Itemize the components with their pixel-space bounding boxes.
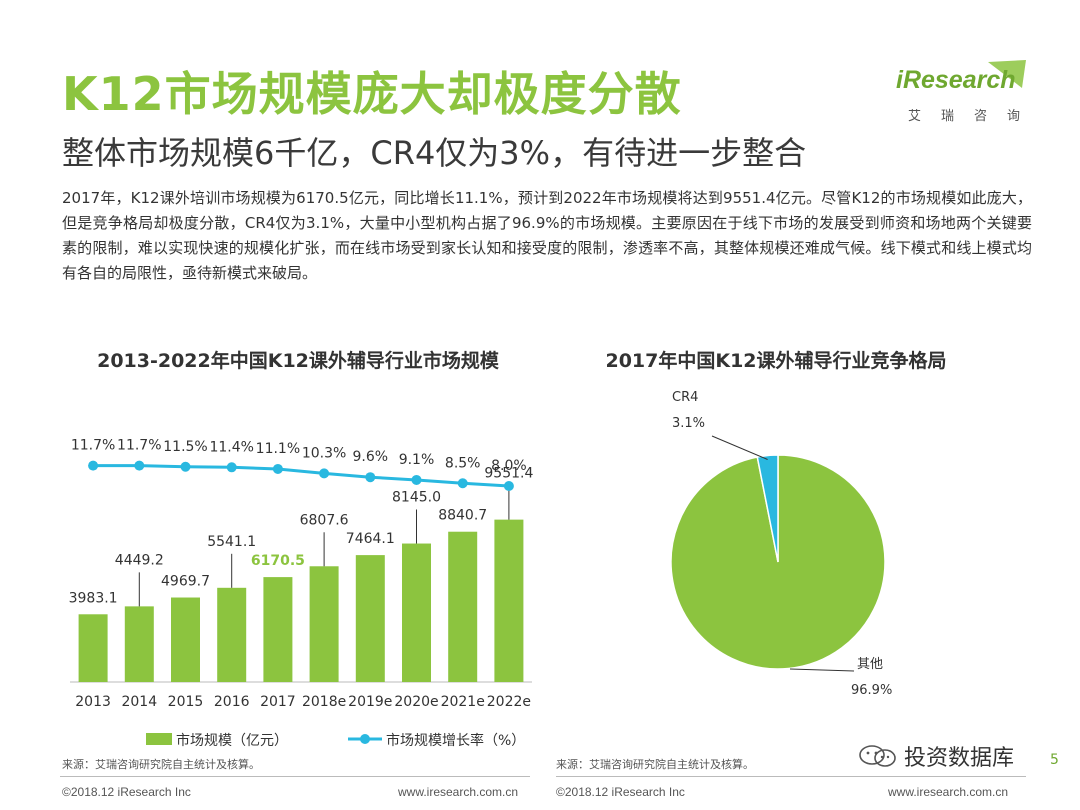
- rate-label-2020e: 9.1%: [399, 452, 435, 468]
- bar-2018e: [309, 566, 339, 682]
- pie-chart-title: 2017年中国K12课外辅导行业竞争格局: [605, 350, 947, 372]
- rate-point-2018e: [319, 468, 330, 479]
- x-tick-2014: 2014: [121, 694, 157, 710]
- rate-point-2016: [226, 462, 237, 473]
- bar-2017: [263, 577, 293, 682]
- legend-line-label: 市场规模增长率（%）: [386, 733, 526, 749]
- x-tick-2016: 2016: [214, 694, 250, 710]
- other-leader: [789, 668, 855, 672]
- wechat-icon: [859, 745, 896, 767]
- rate-label-2015: 11.5%: [163, 439, 207, 455]
- logo-sub: 艾瑞咨询: [908, 109, 1041, 124]
- bar-2022e: [494, 519, 524, 682]
- bar-value-2019e: 7464.1: [346, 531, 395, 547]
- bar-value-2017: 6170.5: [251, 553, 305, 569]
- bar-2016: [217, 587, 247, 682]
- wechat-account: 投资数据库: [904, 746, 1015, 771]
- growth-rate-line: [93, 464, 509, 488]
- bar-value-2016: 5541.1: [207, 534, 256, 550]
- rate-point-2022e: [503, 481, 514, 491]
- bar-2020e: [402, 543, 431, 682]
- url-left[interactable]: www.iresearch.com.cn: [398, 785, 519, 799]
- x-tick-2013: 2013: [75, 694, 111, 710]
- rate-label-2016: 11.4%: [209, 439, 253, 455]
- bar-value-2015: 4969.7: [161, 574, 210, 590]
- rate-point-2017: [272, 463, 283, 474]
- rate-label-2017: 11.1%: [256, 441, 300, 457]
- cr4-value: 3.1%: [672, 416, 705, 431]
- bar-value-2022e: 9551.4: [484, 466, 533, 482]
- x-tick-2020e: 2020e: [394, 694, 438, 710]
- page-title: K12市场规模庞大却极度分散: [62, 67, 682, 121]
- rate-label-2019e: 9.6%: [353, 449, 389, 465]
- rate-point-2015: [180, 461, 191, 472]
- rate-label-2021e: 8.5%: [445, 455, 481, 471]
- bar-value-2013: 3983.1: [69, 590, 118, 606]
- legend-bar-swatch: [146, 733, 172, 745]
- legend-bar-label: 市场规模（亿元）: [176, 733, 288, 749]
- bar-value-2018e: 6807.6: [300, 512, 349, 528]
- rate-label-2013: 11.7%: [71, 438, 115, 454]
- bar-chart-title: 2013-2022年中国K12课外辅导行业市场规模: [97, 350, 499, 372]
- copyright-right: ©2018.12 iResearch Inc: [556, 785, 685, 799]
- x-tick-2018e: 2018e: [302, 694, 346, 710]
- bar-value-2020e: 8145.0: [392, 490, 441, 506]
- other-value: 96.9%: [851, 683, 892, 698]
- page-subtitle: 整体市场规模6千亿，CR4仅为3%，有待进一步整合: [62, 134, 807, 172]
- page-number: 5: [1050, 752, 1059, 768]
- source-note-right: 来源：艾瑞咨询研究院自主统计及核算。: [556, 758, 754, 771]
- source-note-left: 来源：艾瑞咨询研究院自主统计及核算。: [62, 758, 260, 771]
- rate-point-2014: [134, 460, 145, 471]
- cr4-label: CR4: [672, 390, 698, 405]
- bar-2015: [171, 597, 200, 682]
- x-tick-2021e: 2021e: [441, 694, 485, 710]
- pie-slice-cr4: [756, 454, 779, 563]
- copyright-left: ©2018.12 iResearch Inc: [62, 785, 191, 799]
- rate-point-2020e: [411, 474, 422, 485]
- bar-2014: [124, 606, 154, 682]
- cr4-leader: [711, 435, 768, 460]
- x-tick-2019e: 2019e: [348, 694, 392, 710]
- rate-label-2022e: 8.0%: [491, 458, 527, 474]
- body-paragraph: 2017年，K12课外培训市场规模为6170.5亿元，同比增长11.1%，预计到…: [62, 189, 1032, 282]
- footer-divider-left: [60, 776, 530, 777]
- legend-line-swatch: [348, 734, 382, 744]
- footer-divider-right: [556, 776, 1026, 777]
- x-tick-2015: 2015: [168, 694, 204, 710]
- bar-2021e: [448, 531, 478, 682]
- pie-slice-other: [670, 454, 886, 670]
- iresearch-logo: [888, 60, 1026, 98]
- x-tick-2022e: 2022e: [487, 694, 531, 710]
- url-right[interactable]: www.iresearch.com.cn: [888, 785, 1009, 799]
- bar-value-2021e: 8840.7: [438, 508, 487, 524]
- x-tick-2017: 2017: [260, 694, 296, 710]
- rate-point-2019e: [365, 472, 376, 483]
- rate-label-2014: 11.7%: [117, 438, 161, 454]
- rate-label-2018e: 10.3%: [302, 445, 346, 461]
- rate-point-2013: [88, 460, 99, 471]
- rate-point-2021e: [457, 478, 468, 489]
- bar-2019e: [355, 555, 385, 682]
- bar-value-2014: 4449.2: [115, 552, 164, 568]
- bar-2013: [78, 614, 108, 682]
- other-label: 其他: [857, 657, 883, 672]
- logo-brand: iResearch: [896, 66, 1016, 94]
